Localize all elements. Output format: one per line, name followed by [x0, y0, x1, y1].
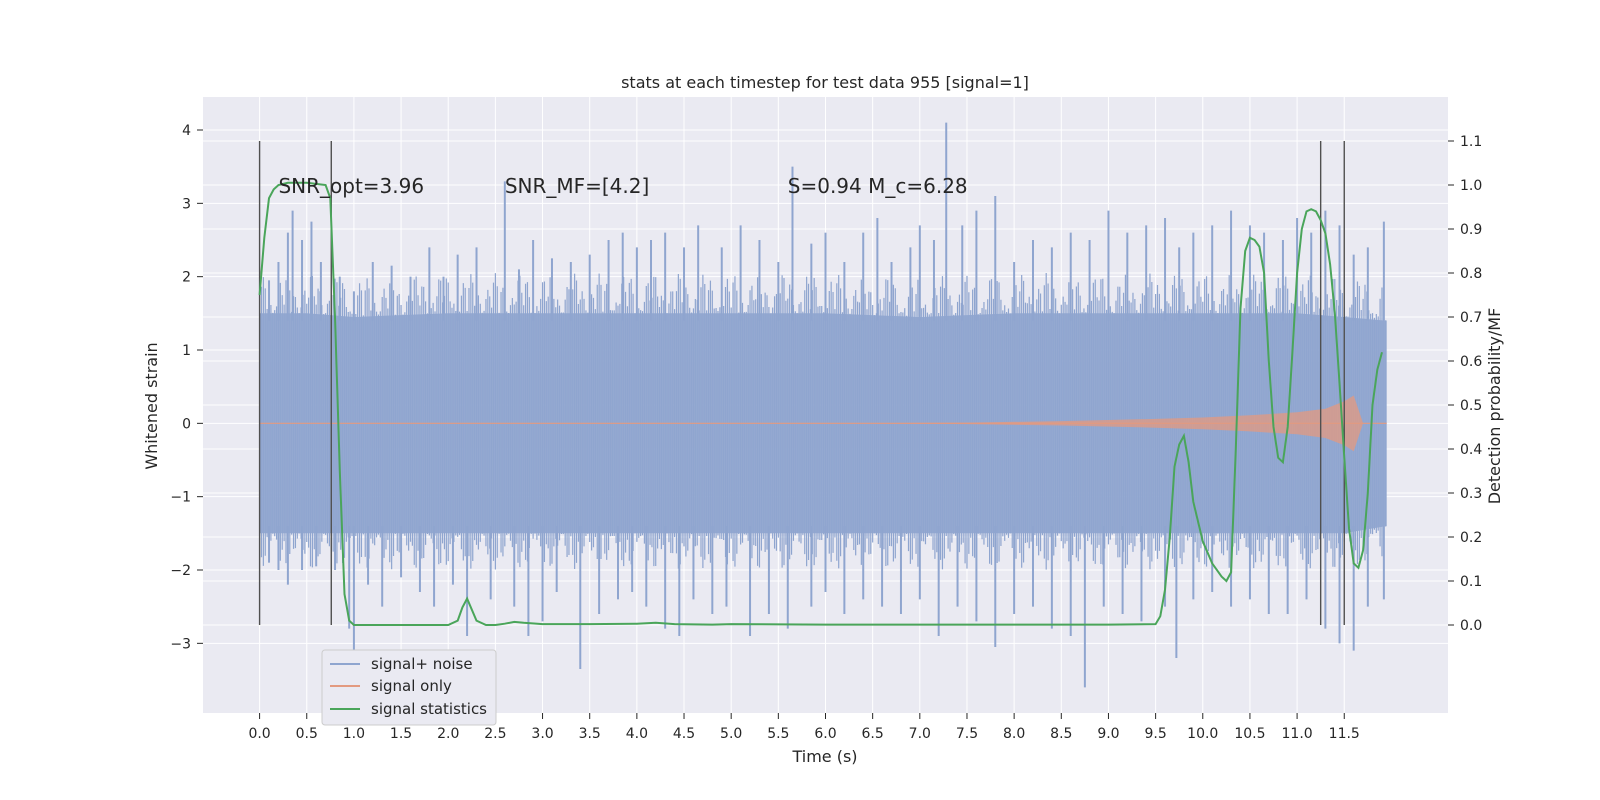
x-tick-label: 4.5: [673, 726, 695, 742]
y2-tick-label: 0.8: [1460, 266, 1482, 282]
x-tick-label: 8.5: [1050, 726, 1072, 742]
y2-tick-label: 1.0: [1460, 178, 1482, 194]
x-tick-label: 1.0: [343, 726, 365, 742]
x-tick-label: 10.0: [1187, 726, 1218, 742]
legend-label-signal-only: signal only: [371, 677, 452, 695]
x-tick-label: 7.5: [956, 726, 978, 742]
y2-tick-label: 0.7: [1460, 310, 1482, 326]
y-axis-label: Whitened strain: [142, 342, 161, 469]
x-tick-label: 9.0: [1097, 726, 1119, 742]
y2-tick-label: 0.1: [1460, 574, 1482, 590]
y2-tick-label: 0.3: [1460, 486, 1482, 502]
annotation-text: S=0.94 M_c=6.28: [788, 174, 968, 198]
x-tick-label: 0.5: [296, 726, 318, 742]
annotation-text: SNR_opt=3.96: [278, 174, 424, 198]
y-tick-label: −1: [170, 490, 191, 506]
y-tick-label: 3: [182, 196, 191, 212]
y2-tick-label: 0.2: [1460, 530, 1482, 546]
y2-tick-label: 0.9: [1460, 222, 1482, 238]
annotations: SNR_opt=3.96 SNR_MF=[4.2] S=0.94 M_c=6.28: [278, 174, 967, 198]
y-tick-label: −3: [170, 636, 191, 652]
signal-statistics-layer: [258, 181, 1383, 626]
signal-only-layer: [259, 395, 1387, 452]
y-tick-label: 1: [182, 343, 191, 359]
x-tick-label: 1.5: [390, 726, 412, 742]
x-tick-label: 0.0: [248, 726, 270, 742]
x-axis-label: Time (s): [791, 747, 857, 766]
x-tick-label: 11.5: [1329, 726, 1360, 742]
annotation-text: SNR_MF=[4.2]: [505, 174, 649, 198]
x-tick-label: 5.0: [720, 726, 742, 742]
x-tick-label: 10.5: [1234, 726, 1265, 742]
legend-label-signal-statistics: signal statistics: [371, 700, 487, 718]
legend-box: [321, 649, 497, 726]
y-tick-label: 2: [182, 270, 191, 286]
x-tick-label: 3.5: [579, 726, 601, 742]
x-tick-label: 3.0: [531, 726, 553, 742]
y-tick-label: 0: [182, 416, 191, 432]
y2-tick-label: 1.1: [1460, 134, 1482, 150]
x-tick-label: 11.0: [1282, 726, 1313, 742]
legend: signal+ noise signal only signal statist…: [321, 649, 497, 726]
signal-statistics-line: [258, 181, 1383, 626]
y-tick-label: −2: [170, 563, 191, 579]
x-tick-label: 6.5: [862, 726, 884, 742]
chart-title: stats at each timestep for test data 955…: [621, 73, 1029, 92]
y2-tick-label: 0.5: [1460, 398, 1482, 414]
x-tick-label: 4.0: [626, 726, 648, 742]
x-tick-label: 6.0: [814, 726, 836, 742]
y2-axis-label: Detection probability/MF: [1485, 308, 1504, 505]
x-tick-label: 7.0: [909, 726, 931, 742]
y-axis-ticks: −3 −2 −1 0 1 2 3 4: [170, 123, 203, 652]
legend-label-signal-noise: signal+ noise: [371, 655, 473, 673]
x-tick-label: 2.0: [437, 726, 459, 742]
y2-tick-label: 0.6: [1460, 354, 1482, 370]
x-tick-label: 2.5: [484, 726, 506, 742]
y2-tick-label: 0.4: [1460, 442, 1482, 458]
x-axis-ticks: 0.0 0.5 1.0 1.5 2.0 2.5 3.0 3.5 4.0 4.5 5.0 5.5 6.0 6…: [248, 713, 1360, 742]
x-tick-label: 9.5: [1144, 726, 1166, 742]
y2-tick-label: 0.0: [1460, 618, 1482, 634]
y2-axis-ticks: 0.0 0.1 0.2 0.3 0.4 0.5 0.6 0.7 0.8 0.9 1.0 1.1: [1448, 134, 1482, 634]
x-tick-label: 5.5: [767, 726, 789, 742]
y-tick-label: 4: [182, 123, 191, 139]
x-tick-label: 8.0: [1003, 726, 1025, 742]
